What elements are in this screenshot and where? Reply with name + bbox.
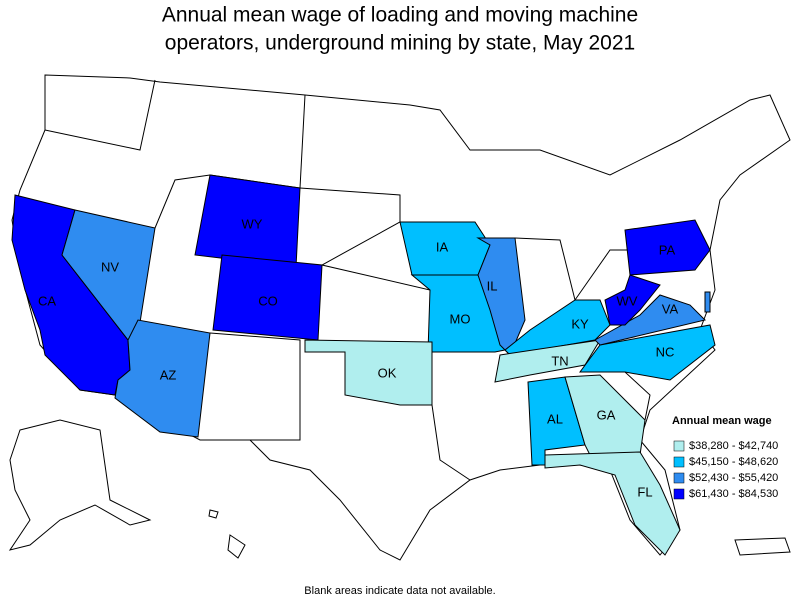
state — [579, 324, 716, 381]
state-label: FL — [637, 484, 652, 499]
state-borders — [209, 332, 301, 441]
legend-swatch — [673, 472, 685, 484]
state-label: MO — [450, 311, 471, 326]
state-label: CA — [38, 293, 56, 308]
state-borders — [44, 79, 156, 151]
state-label: IA — [436, 239, 449, 254]
legend: $38,280 - $42,740 $45,150 - $48,620 $52,43… — [673, 440, 778, 500]
state — [304, 339, 433, 406]
legend-label: $61,430 - $84,530 — [689, 488, 778, 500]
state-label: KY — [571, 316, 589, 331]
state — [594, 294, 706, 346]
state-label: WV — [617, 293, 638, 308]
state-label: GA — [597, 407, 616, 422]
state-label: CO — [258, 293, 278, 308]
legend-label: $45,150 - $48,620 — [689, 456, 778, 468]
state-label: AL — [547, 411, 563, 426]
puerto-rico — [734, 537, 791, 556]
legend-swatch — [673, 456, 685, 468]
state-labels: CA NV AZ WY CO IA MO IL KY TN AL GA FL OK NC VA WV PA — [38, 216, 679, 499]
state-label: OK — [378, 365, 397, 380]
state — [476, 237, 526, 356]
state — [544, 451, 681, 556]
state-label: PA — [659, 242, 676, 257]
legend-swatch — [673, 488, 685, 500]
legend-title: Annual mean wage — [672, 415, 772, 427]
state-label: AZ — [160, 367, 177, 382]
state-label: VA — [662, 301, 679, 316]
states — [11, 174, 716, 556]
state-borders — [431, 404, 471, 481]
footnote: Blank areas indicate data not available. — [304, 585, 495, 597]
state-label: TN — [551, 353, 568, 368]
hawaii — [208, 509, 219, 519]
state — [114, 319, 211, 438]
legend-label: $52,430 - $55,420 — [689, 472, 778, 484]
state-borders — [624, 371, 651, 421]
state — [624, 219, 711, 276]
alaska — [8, 419, 152, 551]
legend-swatch — [673, 440, 685, 452]
state-label: NV — [101, 259, 119, 274]
state — [494, 339, 601, 383]
legend-label: $38,280 - $42,740 — [689, 440, 778, 452]
title-line: Annual mean wage of loading and moving m… — [162, 4, 638, 27]
state — [604, 274, 661, 326]
hawaii — [227, 534, 246, 559]
state — [704, 291, 711, 313]
title-line: operators, underground mining by state, … — [165, 32, 635, 55]
state-label: IL — [487, 278, 498, 293]
state-label: WY — [242, 216, 263, 231]
state-label: NC — [656, 344, 675, 359]
